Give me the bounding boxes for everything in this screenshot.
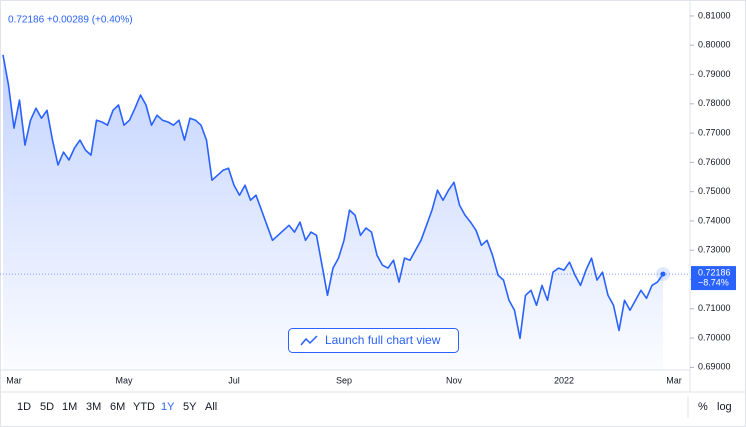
y-tick-label: 0.77000 [698, 127, 731, 137]
y-tick-label: 0.73000 [698, 245, 731, 255]
header: 0.72186 +0.00289 (+0.40%) [8, 15, 133, 26]
range-button[interactable]: All [205, 401, 217, 413]
button-label[interactable]: Launch full chart view [325, 333, 441, 347]
x-tick-label: Nov [446, 375, 463, 385]
last-point [660, 271, 666, 277]
y-tick-label: 0.70000 [698, 332, 731, 342]
y-tick-label: 0.74000 [698, 215, 731, 225]
button-box[interactable] [288, 328, 459, 353]
last-price-box [691, 266, 736, 291]
y-tick-label: 0.76000 [698, 157, 731, 167]
x-tick-label: Sep [336, 375, 352, 385]
plot [0, 54, 690, 371]
x-tick-label: May [115, 375, 133, 385]
last-change-label: −8.74% [698, 277, 729, 287]
price-line [2, 54, 664, 340]
y-tick-label: 0.79000 [698, 69, 731, 79]
range-button[interactable]: 5Y [183, 401, 197, 413]
y-tick-label: 0.80000 [698, 40, 731, 50]
range-button[interactable]: 5D [40, 401, 54, 413]
last-price-label: 0.72186 [698, 267, 731, 277]
y-tick-label: 0.69000 [698, 362, 731, 372]
y-tick-label: 0.81000 [698, 10, 731, 20]
option-button[interactable]: % [698, 401, 708, 413]
x-tick-label: Mar [6, 375, 22, 385]
x-tick-label: Jul [228, 375, 240, 385]
range-button[interactable]: 3M [86, 401, 101, 413]
range-button[interactable]: 1D [17, 401, 31, 413]
range-button[interactable]: 1M [62, 401, 77, 413]
area-fill [3, 54, 663, 371]
x-tick-label: 2022 [554, 375, 574, 385]
range-button[interactable]: 1Y [161, 401, 175, 413]
y-tick-label: 0.78000 [698, 98, 731, 108]
y-tick-label: 0.75000 [698, 186, 731, 196]
range-button[interactable]: YTD [133, 401, 155, 413]
x-tick-label: Mar [666, 375, 682, 385]
y-tick-label: 0.71000 [698, 303, 731, 313]
range-button[interactable]: 6M [110, 401, 125, 413]
button-icon [300, 335, 318, 346]
launch-button[interactable]: Launch full chart view [288, 328, 459, 353]
option-button[interactable]: log [717, 401, 732, 413]
